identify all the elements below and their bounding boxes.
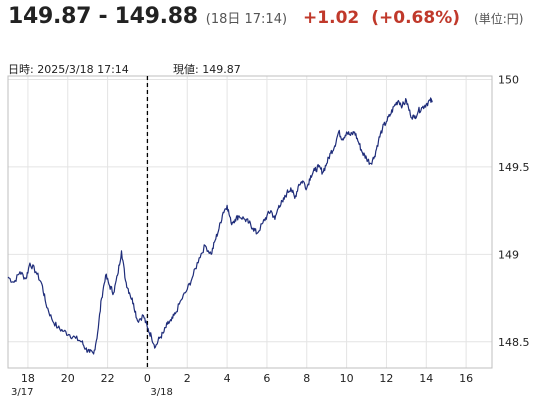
x-tick-label: 18 (21, 372, 35, 385)
quote-time: (18日 17:14) (205, 12, 288, 27)
x-tick-label: 12 (379, 372, 393, 385)
x-tick-label: 4 (224, 372, 231, 385)
price-header: 149.87 - 149.88 (18日 17:14) +1.02 (+0.68… (8, 4, 523, 34)
y-tick-label: 148.5 (498, 336, 530, 349)
x-tick-label: 10 (340, 372, 354, 385)
date-labels: 3/17 3/18 (11, 387, 173, 398)
x-tick-label: 16 (459, 372, 473, 385)
datetime-readout: 日時: 2025/3/18 17:14 (8, 63, 129, 76)
current-value-readout: 現値: 149.87 (173, 63, 241, 76)
price-change-percent: (+0.68%) (371, 8, 461, 28)
x-tick-label: 0 (144, 372, 151, 385)
x-tick-label: 20 (61, 372, 75, 385)
x-tick-label: 8 (303, 372, 310, 385)
x-axis: 18 20 22 0 2 4 6 8 10 12 14 16 (21, 372, 473, 385)
x-tick-label: 14 (419, 372, 433, 385)
y-tick-label: 149.5 (498, 161, 530, 174)
date-label: 3/18 (150, 387, 172, 398)
y-tick-label: 150 (498, 73, 519, 86)
unit-label: (単位:円) (474, 12, 524, 26)
chart-grid (8, 76, 492, 368)
y-tick-label: 149 (498, 248, 519, 261)
x-tick-label: 6 (263, 372, 270, 385)
date-label: 3/17 (11, 387, 33, 398)
price-change: +1.02 (303, 8, 360, 28)
price-range: 149.87 - 149.88 (8, 4, 198, 29)
y-axis: 148.5 149 149.5 150 (498, 73, 530, 348)
price-line (7, 97, 433, 355)
x-tick-label: 2 (184, 372, 191, 385)
x-tick-label: 22 (101, 372, 115, 385)
plot-frame (7, 75, 493, 369)
